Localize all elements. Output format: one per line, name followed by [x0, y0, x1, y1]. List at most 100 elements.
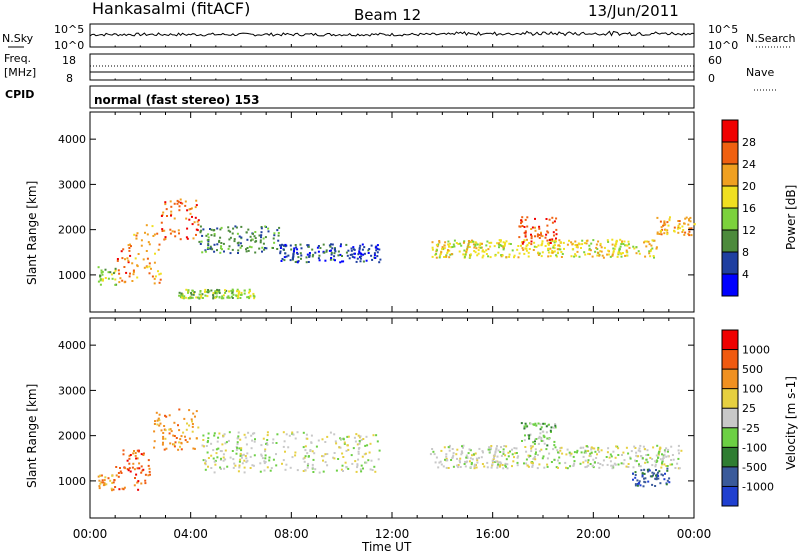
range-gate-cell: [538, 234, 541, 236]
nsky-trace: [89, 30, 695, 37]
range-gate-cell: [229, 230, 232, 233]
range-gate-cell: [557, 244, 560, 247]
range-gate-cell: [379, 258, 382, 261]
velocity-colorbar-label: Velocity [m s-1]: [784, 376, 798, 470]
range-gate-cell: [358, 440, 361, 442]
range-gate-cell: [471, 454, 473, 457]
range-gate-cell: [659, 446, 662, 449]
range-gate-cell: [98, 479, 101, 482]
range-gate-cell: [362, 467, 364, 470]
range-gate-cell: [673, 229, 675, 232]
range-gate-cell: [294, 244, 297, 246]
range-gate-cell: [478, 456, 480, 459]
range-gate-cell: [666, 467, 669, 470]
range-gate-cell: [440, 463, 443, 466]
x-tick-label: 00:00: [677, 527, 712, 541]
range-gate-cell: [127, 259, 130, 262]
range-gate-cell: [584, 450, 587, 453]
range-gate-cell: [306, 466, 309, 469]
range-gate-cell: [502, 467, 505, 470]
range-gate-cell: [120, 472, 123, 474]
range-gate-cell: [129, 272, 131, 275]
range-gate-cell: [483, 250, 486, 253]
range-gate-cell: [158, 281, 161, 284]
range-gate-cell: [511, 465, 513, 468]
range-gate-cell: [494, 450, 497, 453]
range-gate-cell: [600, 246, 603, 249]
range-gate-cell: [194, 415, 196, 418]
range-gate-cell: [227, 247, 230, 250]
range-gate-cell: [371, 469, 374, 471]
range-gate-cell: [342, 437, 345, 440]
range-gate-cell: [552, 448, 555, 451]
range-gate-cell: [546, 230, 549, 233]
colorbar-tick-label: 24: [742, 158, 756, 171]
range-gate-cell: [277, 239, 280, 242]
range-gate-cell: [209, 247, 212, 250]
range-gate-cell: [463, 240, 466, 243]
range-gate-cell: [185, 217, 188, 220]
range-gate-cell: [540, 448, 543, 451]
range-gate-cell: [245, 461, 248, 464]
range-gate-cell: [153, 430, 156, 433]
range-gate-cell: [304, 445, 307, 448]
range-gate-cell: [337, 250, 340, 253]
range-gate-cell: [658, 450, 661, 453]
range-gate-cell: [473, 467, 476, 470]
range-gate-cell: [475, 242, 478, 245]
range-gate-cell: [678, 467, 681, 470]
range-gate-cell: [665, 465, 668, 467]
range-gate-cell: [265, 443, 268, 445]
range-gate-cell: [469, 253, 472, 256]
range-gate-cell: [134, 257, 137, 260]
range-gate-cell: [657, 456, 660, 459]
range-gate-cell: [254, 231, 257, 233]
range-gate-cell: [184, 439, 187, 442]
range-gate-cell: [151, 225, 154, 228]
range-gate-cell: [557, 459, 559, 462]
range-gate-cell: [509, 243, 512, 245]
range-gate-cell: [158, 273, 161, 276]
range-gate-cell: [639, 465, 642, 468]
range-gate-cell: [222, 456, 225, 459]
range-gate-cell: [500, 239, 502, 242]
range-gate-cell: [683, 222, 686, 225]
range-gate-cell: [303, 460, 306, 463]
range-gate-cell: [638, 482, 641, 484]
range-gate-cell: [611, 238, 614, 241]
range-gate-cell: [144, 473, 147, 476]
range-gate-cell: [97, 280, 100, 283]
range-gate-cell: [492, 458, 495, 460]
range-gate-cell: [170, 214, 172, 217]
range-gate-cell: [190, 292, 193, 294]
range-gate-cell: [523, 425, 526, 428]
range-gate-cell: [219, 247, 222, 250]
range-gate-cell: [556, 248, 559, 251]
range-gate-cell: [243, 459, 246, 462]
range-gate-cell: [508, 255, 511, 258]
range-gate-cell: [296, 253, 299, 255]
range-gate-cell: [480, 456, 483, 459]
range-gate-cell: [445, 466, 448, 469]
range-gate-cell: [529, 455, 532, 457]
range-gate-cell: [159, 278, 162, 281]
range-gate-cell: [307, 455, 310, 458]
range-gate-cell: [297, 256, 300, 259]
range-gate-cell: [191, 425, 194, 428]
range-gate-cell: [496, 445, 498, 448]
range-gate-cell: [340, 468, 343, 471]
range-gate-cell: [465, 454, 468, 457]
range-gate-cell: [357, 447, 360, 450]
range-gate-cell: [574, 253, 577, 256]
range-gate-cell: [456, 448, 459, 451]
range-gate-cell: [580, 247, 582, 249]
range-gate-cell: [476, 254, 479, 257]
range-gate-cell: [349, 253, 352, 256]
time-axis: 00:00 04:00 08:00 12:00 16:00 20:00 00:00: [73, 44, 712, 541]
range-gate-cell: [554, 446, 557, 449]
range-gate-cell: [489, 256, 492, 259]
range-gate-cell: [239, 297, 242, 299]
range-gate-cell: [625, 250, 628, 253]
range-gate-cell: [229, 456, 232, 459]
range-gate-cell: [197, 426, 200, 429]
